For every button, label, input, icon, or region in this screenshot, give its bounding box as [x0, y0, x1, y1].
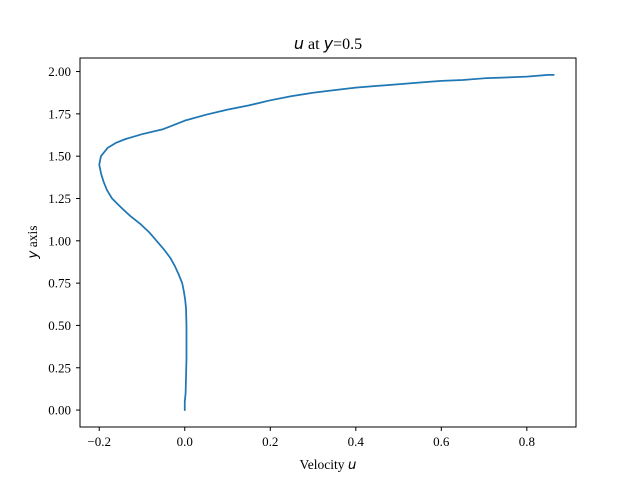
x-axis-ticks: −0.2 0.0 0.2 0.4 0.6 0.8 — [87, 427, 535, 449]
chart-title-suffix: =0.5 — [333, 36, 362, 53]
x-tick-label: 0.8 — [519, 434, 535, 449]
y-axis-label: y axis — [25, 225, 41, 259]
axes-frame — [79, 57, 577, 428]
chart-title-variable-2: y — [323, 34, 334, 53]
x-axis-label: Velocity u — [300, 457, 357, 473]
x-tick-label: −0.2 — [87, 434, 111, 449]
y-tick-label: 2.00 — [48, 64, 71, 79]
y-tick-label: 1.25 — [48, 191, 71, 206]
y-axis-label-suffix: axis — [25, 225, 40, 250]
y-axis-ticks: 0.00 0.25 0.50 0.75 1.00 1.25 1.50 1.75 2.00 — [48, 64, 80, 418]
y-tick-label: 0.75 — [48, 276, 71, 291]
y-tick-label: 0.25 — [48, 360, 71, 375]
x-axis-label-prefix: Velocity — [300, 457, 348, 472]
series-line-1 — [98, 74, 555, 411]
x-tick-label: 0.6 — [433, 434, 450, 449]
y-tick-label: 0.00 — [48, 403, 71, 418]
plot-layer — [98, 74, 555, 411]
chart-title-middle: at — [304, 36, 324, 53]
x-axis-label-variable: u — [348, 457, 357, 473]
y-tick-label: 0.50 — [48, 318, 71, 333]
x-tick-label: 0.2 — [262, 434, 278, 449]
y-tick-label: 1.50 — [48, 149, 71, 164]
chart-title-variable: u — [294, 34, 304, 53]
y-axis-label-variable: y — [25, 250, 41, 260]
x-tick-label: 0.0 — [177, 434, 193, 449]
x-tick-label: 0.4 — [348, 434, 365, 449]
y-tick-label: 1.75 — [48, 106, 71, 121]
y-tick-label: 1.00 — [48, 233, 71, 248]
chart-title: u at y=0.5 — [294, 34, 362, 53]
